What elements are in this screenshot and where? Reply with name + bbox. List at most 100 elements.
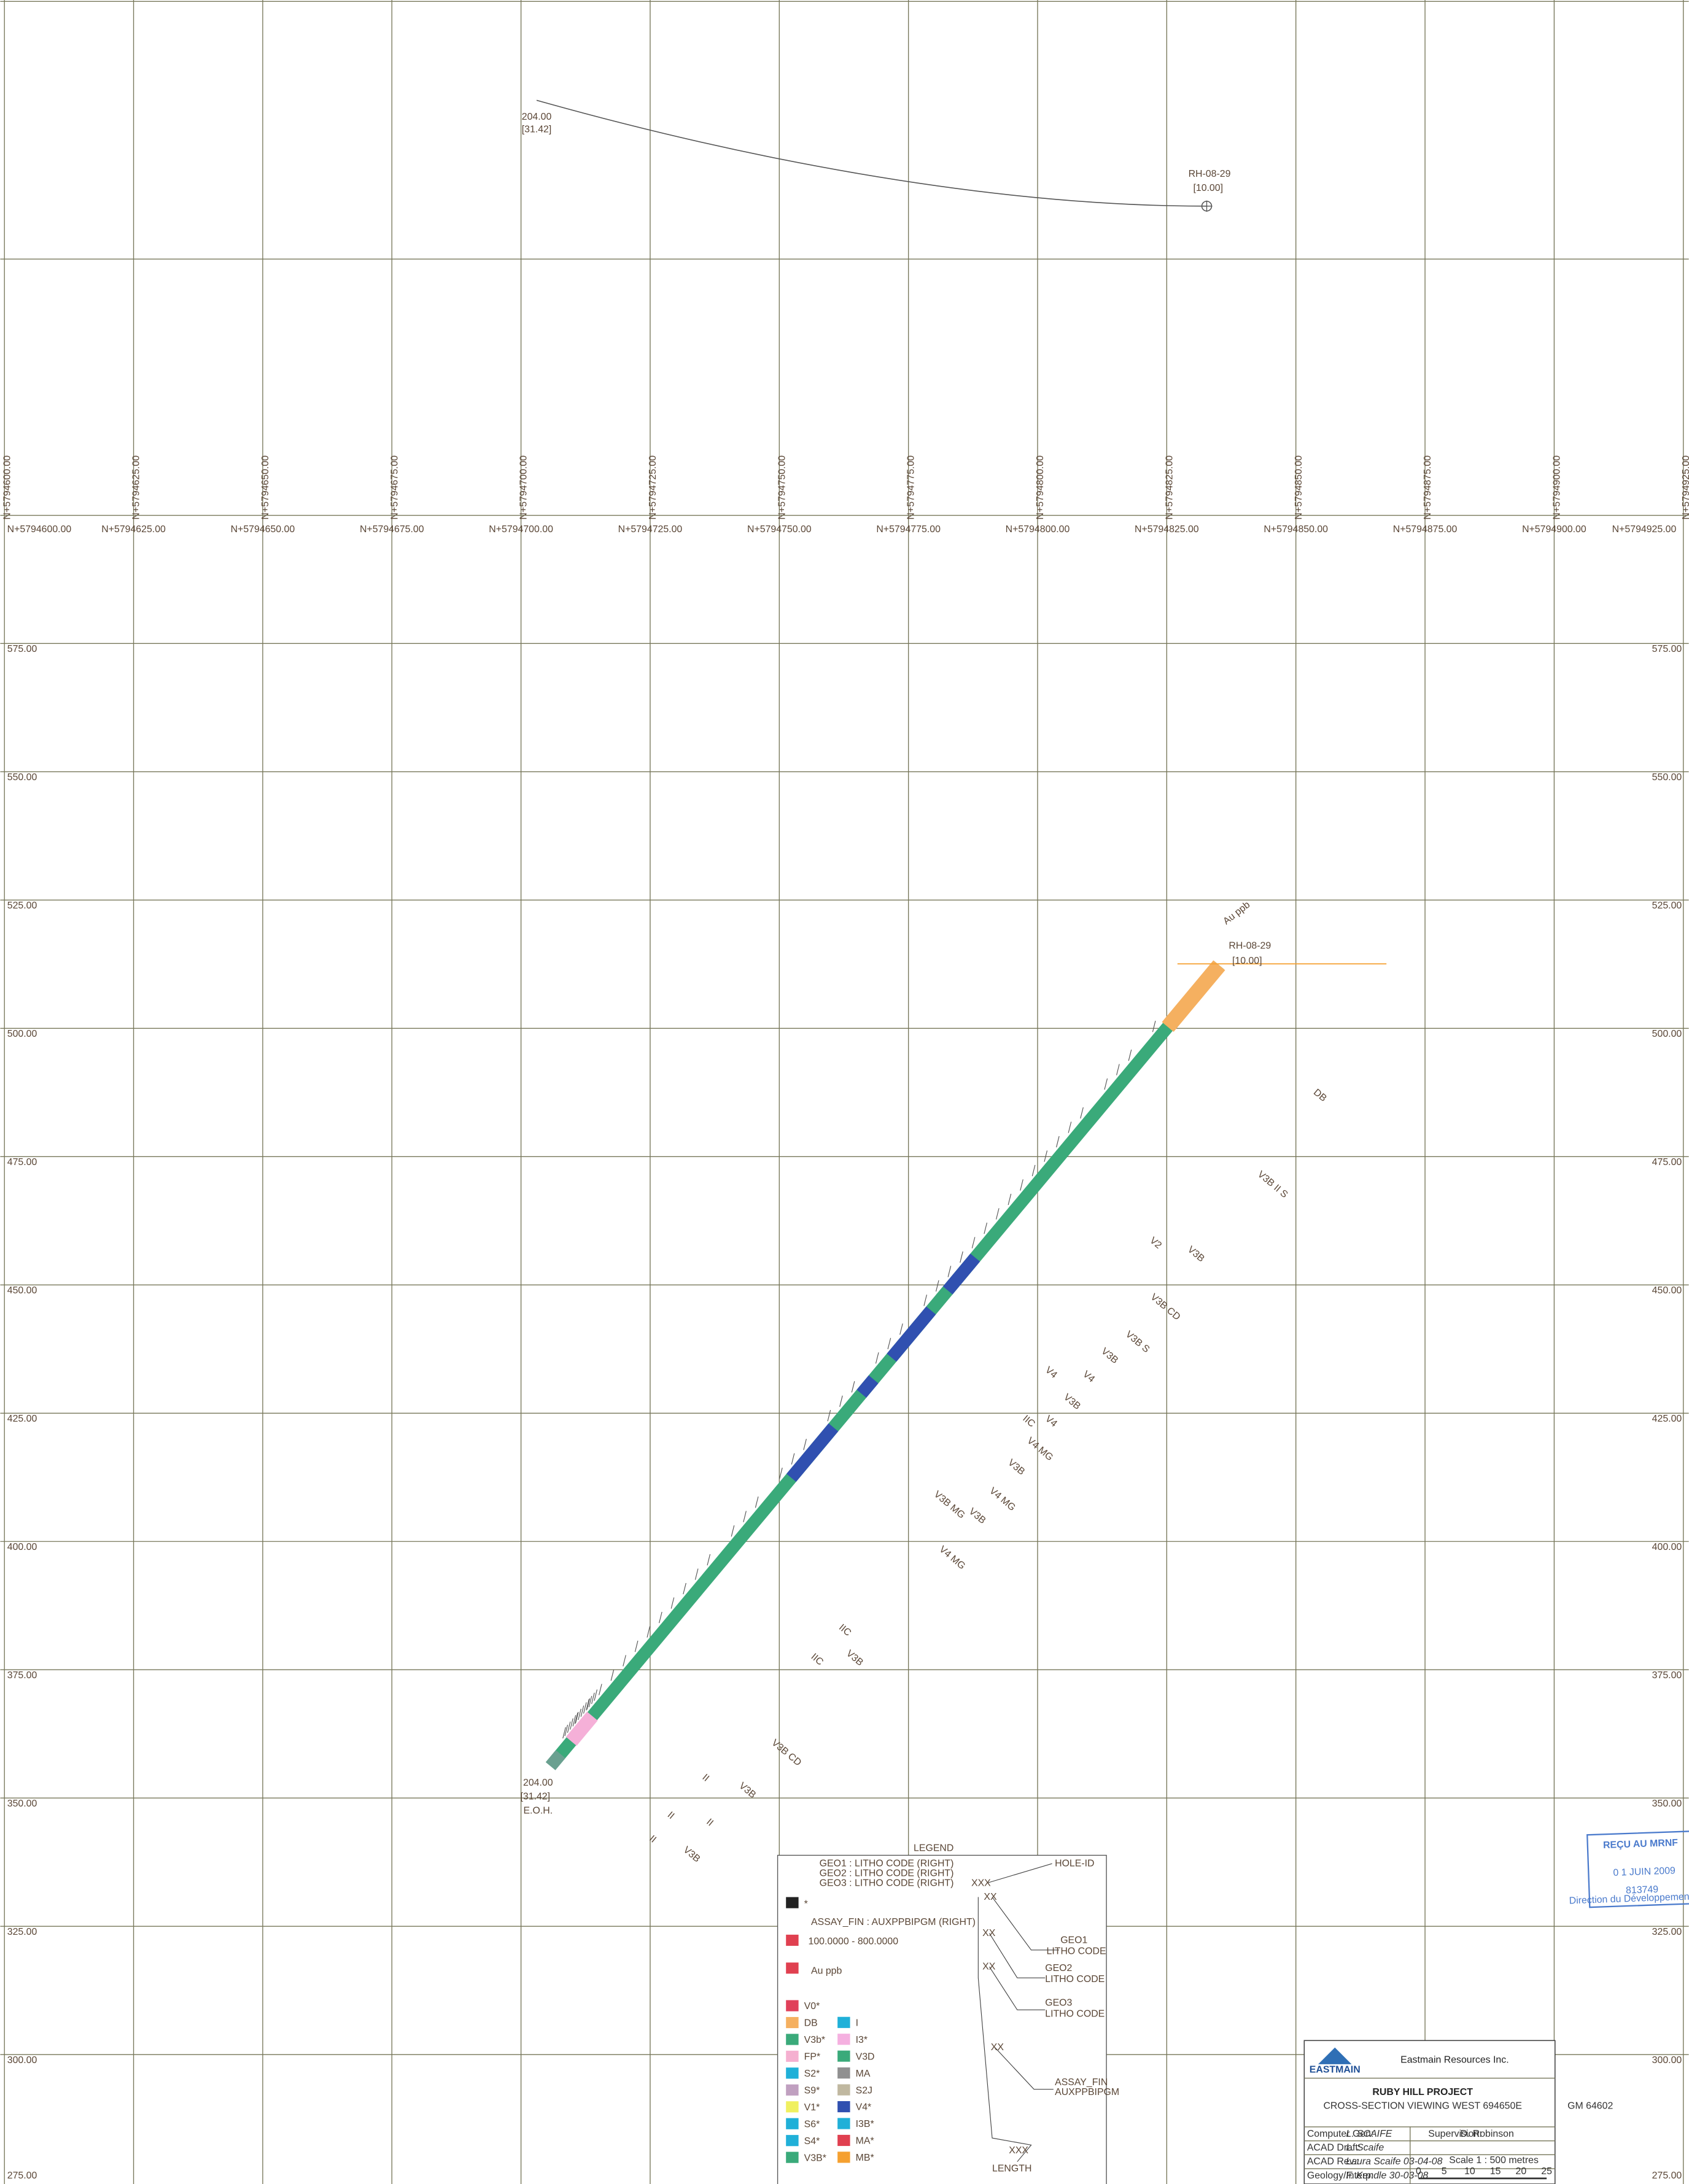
northing-label: N+5794825.00 bbox=[1135, 524, 1199, 535]
key-text: AUXPPBIPGM bbox=[1055, 2087, 1119, 2097]
collar-depth: [10.00] bbox=[1193, 183, 1223, 193]
legend-code: V0* bbox=[804, 2001, 820, 2012]
stamp-title: REÇU AU MRNF bbox=[1603, 1838, 1679, 1851]
key-line bbox=[989, 1933, 1046, 1978]
hole-tick bbox=[634, 1640, 639, 1652]
legend-swatch bbox=[786, 2118, 799, 2129]
hole-interval bbox=[786, 1423, 839, 1482]
hole-tick bbox=[575, 1711, 579, 1724]
legend-swatch bbox=[837, 2034, 850, 2045]
legend-swatch bbox=[837, 2067, 850, 2079]
legend-geo: GEO3 : LITHO CODE (RIGHT) bbox=[820, 1878, 954, 1888]
hole-tick bbox=[960, 1251, 963, 1263]
northing-label: N+5794600.00 bbox=[2, 455, 12, 520]
scale-tick: 25 bbox=[1541, 2166, 1552, 2177]
hole-tick bbox=[570, 1718, 573, 1730]
northing-label: N+5794675.00 bbox=[389, 455, 400, 520]
key-text: XX bbox=[982, 1928, 996, 1938]
hole-interval bbox=[1162, 960, 1225, 1032]
key-line bbox=[989, 1966, 1046, 2010]
hole-tick bbox=[562, 1727, 566, 1739]
hole-tick bbox=[1031, 1164, 1036, 1177]
eoh-bracket: [31.42] bbox=[520, 1792, 550, 1802]
legend-swatch bbox=[837, 2118, 850, 2129]
elevation-label: 525.00 bbox=[1652, 900, 1682, 911]
legend-code: I bbox=[856, 2018, 858, 2028]
scale-tick: 5 bbox=[1442, 2166, 1447, 2177]
northing-label: N+5794825.00 bbox=[1164, 455, 1175, 520]
legend-code: FP* bbox=[804, 2052, 820, 2062]
hole-interval bbox=[565, 1711, 598, 1746]
hole-interval bbox=[856, 1375, 879, 1398]
northing-label: N+5794650.00 bbox=[231, 524, 295, 535]
northing-label: N+5794800.00 bbox=[1006, 524, 1070, 535]
elevation-label: 400.00 bbox=[7, 1542, 37, 1552]
legend-code: S2* bbox=[804, 2069, 820, 2079]
gm-number: GM 64602 bbox=[1567, 2101, 1613, 2111]
hole-tick bbox=[1056, 1136, 1060, 1148]
stamp-date: 0 1 JUIN 2009 bbox=[1613, 1865, 1675, 1878]
hole-tick bbox=[1008, 1193, 1012, 1206]
project: RUBY HILL PROJECT bbox=[1372, 2087, 1473, 2097]
key-text: LITHO CODE bbox=[1047, 1946, 1106, 1957]
elevation-label: 375.00 bbox=[7, 1670, 37, 1681]
row-label: ACAD Rev.: bbox=[1307, 2156, 1359, 2167]
legend-swatch bbox=[786, 2084, 799, 2096]
hole-tick bbox=[580, 1705, 584, 1717]
hole-id: RH-08-29 bbox=[1189, 169, 1231, 179]
elevation-label: 400.00 bbox=[1652, 1542, 1682, 1552]
hole-tick bbox=[1044, 1150, 1048, 1162]
supervision-label: Supervision: bbox=[1428, 2129, 1481, 2139]
hole-interval bbox=[942, 1253, 980, 1295]
legend-star: * bbox=[804, 1899, 808, 1909]
northing-label: N+5794875.00 bbox=[1393, 524, 1458, 535]
hole-tick bbox=[574, 1713, 578, 1724]
hole-tick bbox=[984, 1222, 988, 1234]
hole-tick bbox=[875, 1352, 879, 1364]
northing-label: N+5794925.00 bbox=[1681, 455, 1689, 520]
elevation-label: 300.00 bbox=[1652, 2055, 1682, 2066]
legend-code: MA* bbox=[856, 2136, 874, 2147]
legend-swatch bbox=[786, 2135, 799, 2147]
legend-swatch bbox=[837, 2050, 850, 2062]
scale: Scale 1 : 500 metres bbox=[1449, 2155, 1539, 2166]
northing-label: N+5794725.00 bbox=[618, 524, 683, 535]
legend-code: I3* bbox=[856, 2035, 868, 2045]
eoh-length: 204.00 bbox=[523, 1778, 553, 1788]
legend-swatch bbox=[786, 2050, 799, 2062]
key-text: XXX bbox=[1009, 2145, 1028, 2156]
key-text: ASSAY_FIN bbox=[1055, 2077, 1108, 2088]
elevation-label: 500.00 bbox=[1652, 1029, 1682, 1039]
hole-tick bbox=[586, 1698, 591, 1710]
key-text: GEO2 bbox=[1045, 1963, 1072, 1973]
northing-label: N+5794875.00 bbox=[1423, 455, 1433, 520]
hole-tick bbox=[683, 1582, 686, 1595]
legend-swatch bbox=[786, 1962, 799, 1974]
hole-tick bbox=[731, 1525, 735, 1537]
hole-tick bbox=[743, 1511, 747, 1522]
key-text: GEO1 bbox=[1060, 1935, 1087, 1945]
hole-tick bbox=[567, 1721, 571, 1733]
legend-code: DB bbox=[804, 2018, 818, 2029]
northing-label: N+5794750.00 bbox=[777, 455, 787, 520]
title-rows: Computer Gen:L. SCAIFE ACAD Draft:L. Scai… bbox=[1307, 2129, 1552, 2181]
elevation-label: 450.00 bbox=[1652, 1285, 1682, 1296]
legend-swatch bbox=[837, 2016, 850, 2028]
northing-label: N+5794900.00 bbox=[1522, 524, 1586, 535]
hole-tick bbox=[572, 1715, 577, 1727]
legend-swatch bbox=[786, 2016, 799, 2029]
elevation-label: 375.00 bbox=[1652, 1670, 1682, 1681]
hole-tick bbox=[1104, 1078, 1108, 1090]
elevation-label: 475.00 bbox=[1652, 1157, 1682, 1168]
elevation-label: 425.00 bbox=[7, 1414, 37, 1424]
scale-tick: 0 bbox=[1416, 2166, 1421, 2177]
hole-tick bbox=[995, 1208, 1000, 1220]
row-label: Geology/Interp: bbox=[1307, 2170, 1374, 2181]
elevation-label: 275.00 bbox=[7, 2170, 37, 2181]
legend-key bbox=[977, 1863, 1059, 2163]
hole-tick bbox=[659, 1611, 662, 1624]
legend-code: I3B* bbox=[856, 2119, 874, 2129]
hole-tick bbox=[586, 1699, 589, 1711]
